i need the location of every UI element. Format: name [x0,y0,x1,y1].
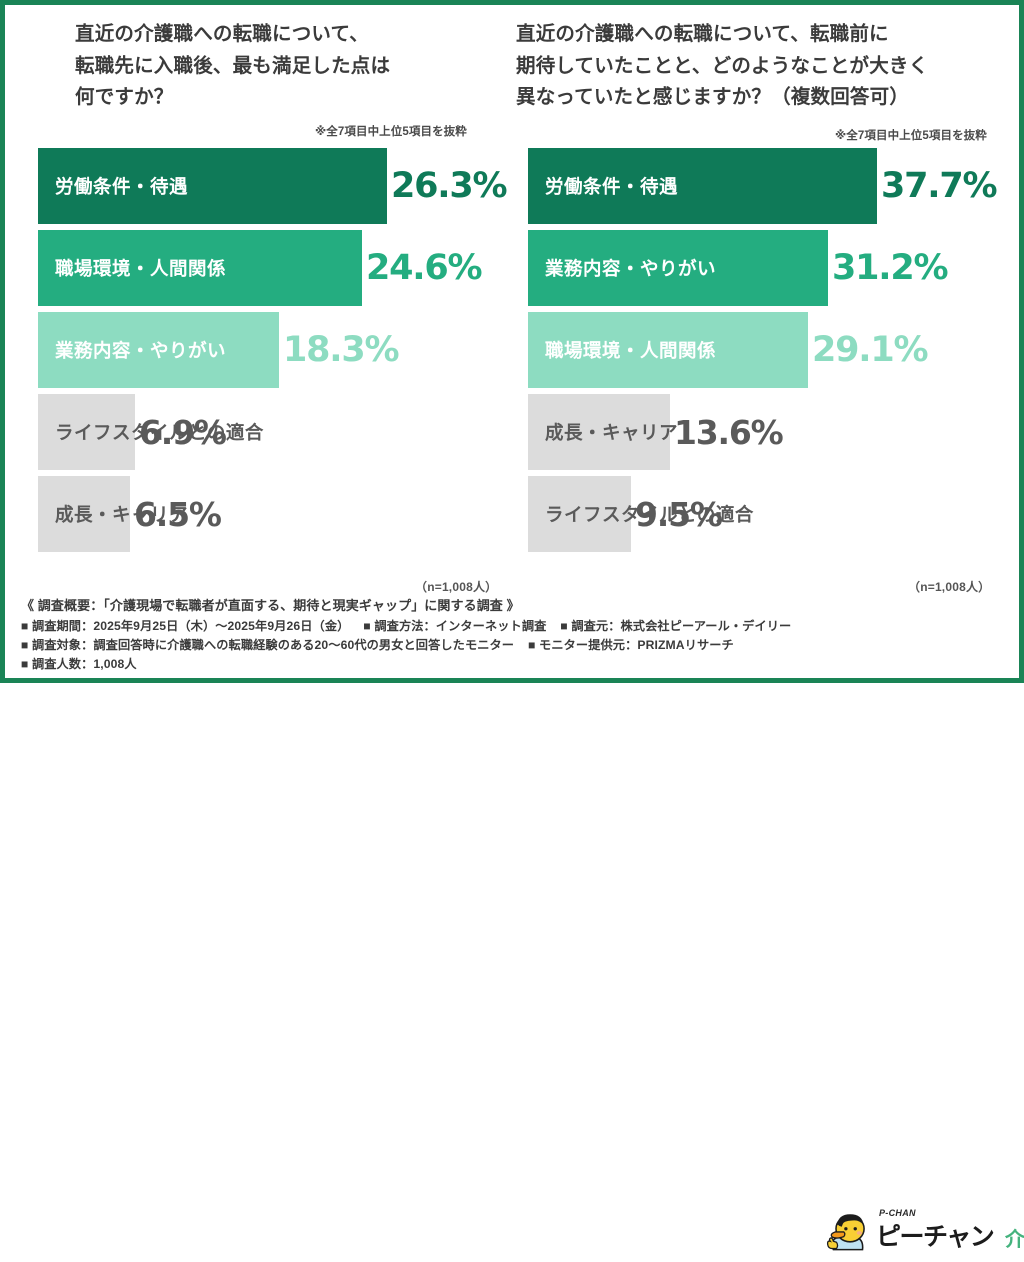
bar-fill: 業務内容・やりがい [528,230,828,306]
bar-fill: 職場環境・人間関係 [528,312,808,388]
poster-canvas: 直近の介護職への転職について、 転職先に入職後、最も満足した点は 何ですか？ ※… [5,5,1024,1251]
bar-label: 職場環境・人間関係 [545,340,717,361]
bar-list-left: 労働条件・待遇 26.3% 職場環境・人間関係 24.6% 業務内容・やりがい … [38,148,508,558]
bar-label: 労働条件・待遇 [545,176,679,197]
table-row: 成長・キャリア 6.5% [38,476,506,552]
table-row: 業務内容・やりがい 18.3% [38,312,506,388]
bar-label: 成長・キャリア [545,422,679,443]
survey-source: ■ 調査元：株式会社ピーアール・デイリー [560,619,792,633]
question-title-right: 直近の介護職への転職について、転職前に 期待していたことと、どのようなことが大き… [516,23,929,109]
monitor-provider: ■ モニター提供元：PRIZMAリサーチ [528,638,734,652]
logo-sub-text: 介護転職 [1005,1229,1024,1251]
bar-label: ライフスタイルとの適合 [545,504,754,525]
bar-value: 9.5% [635,494,723,534]
question-title-left: 直近の介護職への転職について、 転職先に入職後、最も満足した点は 何ですか？ [75,23,391,109]
bar-label: ライフスタイルとの適合 [55,422,264,443]
bar-list-right: 労働条件・待遇 37.7% 業務内容・やりがい 31.2% 職場環境・人間関係 … [528,148,998,558]
duck-character-icon [826,1214,865,1251]
survey-meta-line-2: ■ 調査対象：調査回答時に介護職への転職経験のある20～60代の男女と回答したモ… [21,635,734,653]
survey-count: ■ 調査人数：1,008人 [21,657,137,671]
bar-fill: 成長・キャリア [38,476,188,552]
chart-note-right: ※全7項目中上位5項目を抜粋 [835,130,987,142]
bar-value: 31.2% [832,247,949,288]
bar-label: 業務内容・やりがい [545,258,717,279]
bar-fill: ライフスタイルとの適合 [38,394,263,470]
table-row: 職場環境・人間関係 24.6% [38,230,506,306]
survey-period: ■ 調査期間：2025年9月25日（木）～2025年9月26日（金） [21,619,350,633]
bar-fill: ライフスタイルとの適合 [528,476,753,552]
logo-main-text: ピーチャン [876,1223,995,1251]
bar-label: 労働条件・待遇 [55,176,189,197]
bar-fill: 労働条件・待遇 [38,148,387,224]
bar-value: 37.7% [881,165,998,206]
bar-value: 29.1% [812,329,929,370]
bar-fill: 職場環境・人間関係 [38,230,362,306]
sample-size-label-left: （n=1,008人） [415,580,498,594]
footer: 《 調査概要：「介護現場で転職者が直面する、期待と現実ギャップ」に関する調査 》… [5,595,1024,1251]
survey-meta-line-3: ■ 調査人数：1,008人 [21,654,137,672]
table-row: 労働条件・待遇 26.3% [38,148,508,224]
bar-fill: 労働条件・待遇 [528,148,877,224]
bar-label: 職場環境・人間関係 [55,258,227,279]
sample-size-label-right: （n=1,008人） [908,580,991,594]
table-row: ライフスタイルとの適合 6.9% [38,394,506,470]
survey-overview-heading: 《 調査概要：「介護現場で転職者が直面する、期待と現実ギャップ」に関する調査 》 [21,598,520,613]
bar-value: 18.3% [283,329,400,370]
bar-value: 13.6% [674,412,784,452]
bar-value: 26.3% [391,165,508,206]
table-row: 職場環境・人間関係 29.1% [528,312,996,388]
brand-logo[interactable]: P-CHAN ピーチャン 介護転職 [823,1206,1024,1262]
bar-value: 24.6% [366,247,483,288]
bar-value: 6.5% [134,494,222,534]
bar-fill: 業務内容・やりがい [38,312,279,388]
bar-value: 6.9% [139,412,227,452]
table-row: 業務内容・やりがい 31.2% [528,230,996,306]
chart-panel-left: 直近の介護職への転職について、 転職先に入職後、最も満足した点は 何ですか？ ※… [5,5,508,594]
survey-meta-line-1: ■ 調査期間：2025年9月25日（木）～2025年9月26日（金） ■ 調査方法… [21,616,791,634]
bar-label: 成長・キャリア [55,504,189,525]
chart-note-left: ※全7項目中上位5項目を抜粋 [315,126,467,138]
table-row: 成長・キャリア 13.6% [528,394,996,470]
bar-fill: 成長・キャリア [528,394,678,470]
table-row: 労働条件・待遇 37.7% [528,148,998,224]
survey-method: ■ 調査方法：インターネット調査 [363,619,547,633]
table-row: ライフスタイルとの適合 9.5% [528,476,996,552]
chart-panel-right: 直近の介護職への転職について、転職前に 期待していたことと、どのようなことが大き… [495,5,1019,585]
survey-target: ■ 調査対象：調査回答時に介護職への転職経験のある20～60代の男女と回答したモ… [21,638,515,652]
bar-label: 業務内容・やりがい [55,340,227,361]
